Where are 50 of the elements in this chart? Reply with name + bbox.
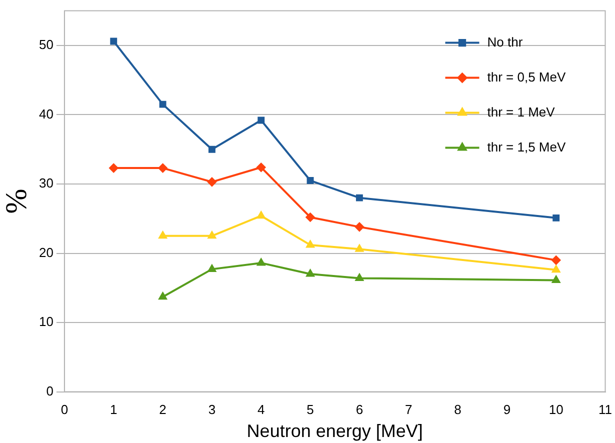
y-tick-label: 10	[38, 314, 54, 330]
point	[552, 214, 560, 222]
point	[354, 222, 364, 232]
point	[109, 164, 118, 173]
x-tick-label: 1	[110, 402, 118, 418]
point	[355, 274, 364, 281]
x-tick-label: 2	[159, 402, 166, 418]
legend-label: thr = 0,5 MeV	[487, 69, 566, 84]
y-tick-label: 50	[38, 37, 54, 52]
x-tick-label: 11	[598, 402, 612, 418]
point	[552, 256, 561, 265]
point	[356, 194, 363, 202]
point	[158, 231, 167, 239]
point	[256, 162, 266, 172]
x-tick-label: 7	[404, 402, 412, 418]
point	[110, 38, 118, 45]
point	[257, 211, 266, 219]
point	[552, 265, 560, 273]
y-axis-title: %	[0, 188, 33, 214]
x-tick-label: 6	[356, 402, 364, 418]
point	[208, 231, 216, 239]
x-tick-label: 0	[60, 402, 68, 418]
x-tick-label: 3	[208, 402, 216, 418]
point	[208, 264, 216, 272]
y-tick-label: 0	[46, 383, 54, 398]
point	[552, 276, 560, 284]
point	[208, 146, 216, 153]
point	[158, 292, 167, 300]
x-axis-title: Neutron energy [MeV]	[246, 421, 423, 442]
x-tick-label: 5	[306, 402, 314, 418]
point	[306, 212, 315, 222]
point	[207, 177, 216, 186]
point	[158, 164, 168, 173]
x-tick-label: 8	[454, 402, 462, 418]
x-tick-label: 4	[257, 402, 265, 418]
y-tick-label: 40	[38, 106, 54, 122]
point	[159, 100, 166, 108]
point	[306, 270, 314, 277]
x-tick-label: 10	[548, 402, 564, 418]
y-tick-label: 30	[38, 176, 54, 191]
legend-label: thr = 1 MeV	[487, 104, 556, 120]
point	[306, 177, 314, 184]
point	[257, 258, 266, 266]
legend-label: No thr	[487, 34, 524, 50]
point	[355, 244, 364, 252]
point	[306, 240, 314, 248]
y-tick-label: 20	[38, 244, 54, 260]
x-tick-label: 9	[503, 402, 511, 418]
legend-label: thr = 1,5 MeV	[487, 139, 566, 154]
point	[258, 116, 265, 124]
